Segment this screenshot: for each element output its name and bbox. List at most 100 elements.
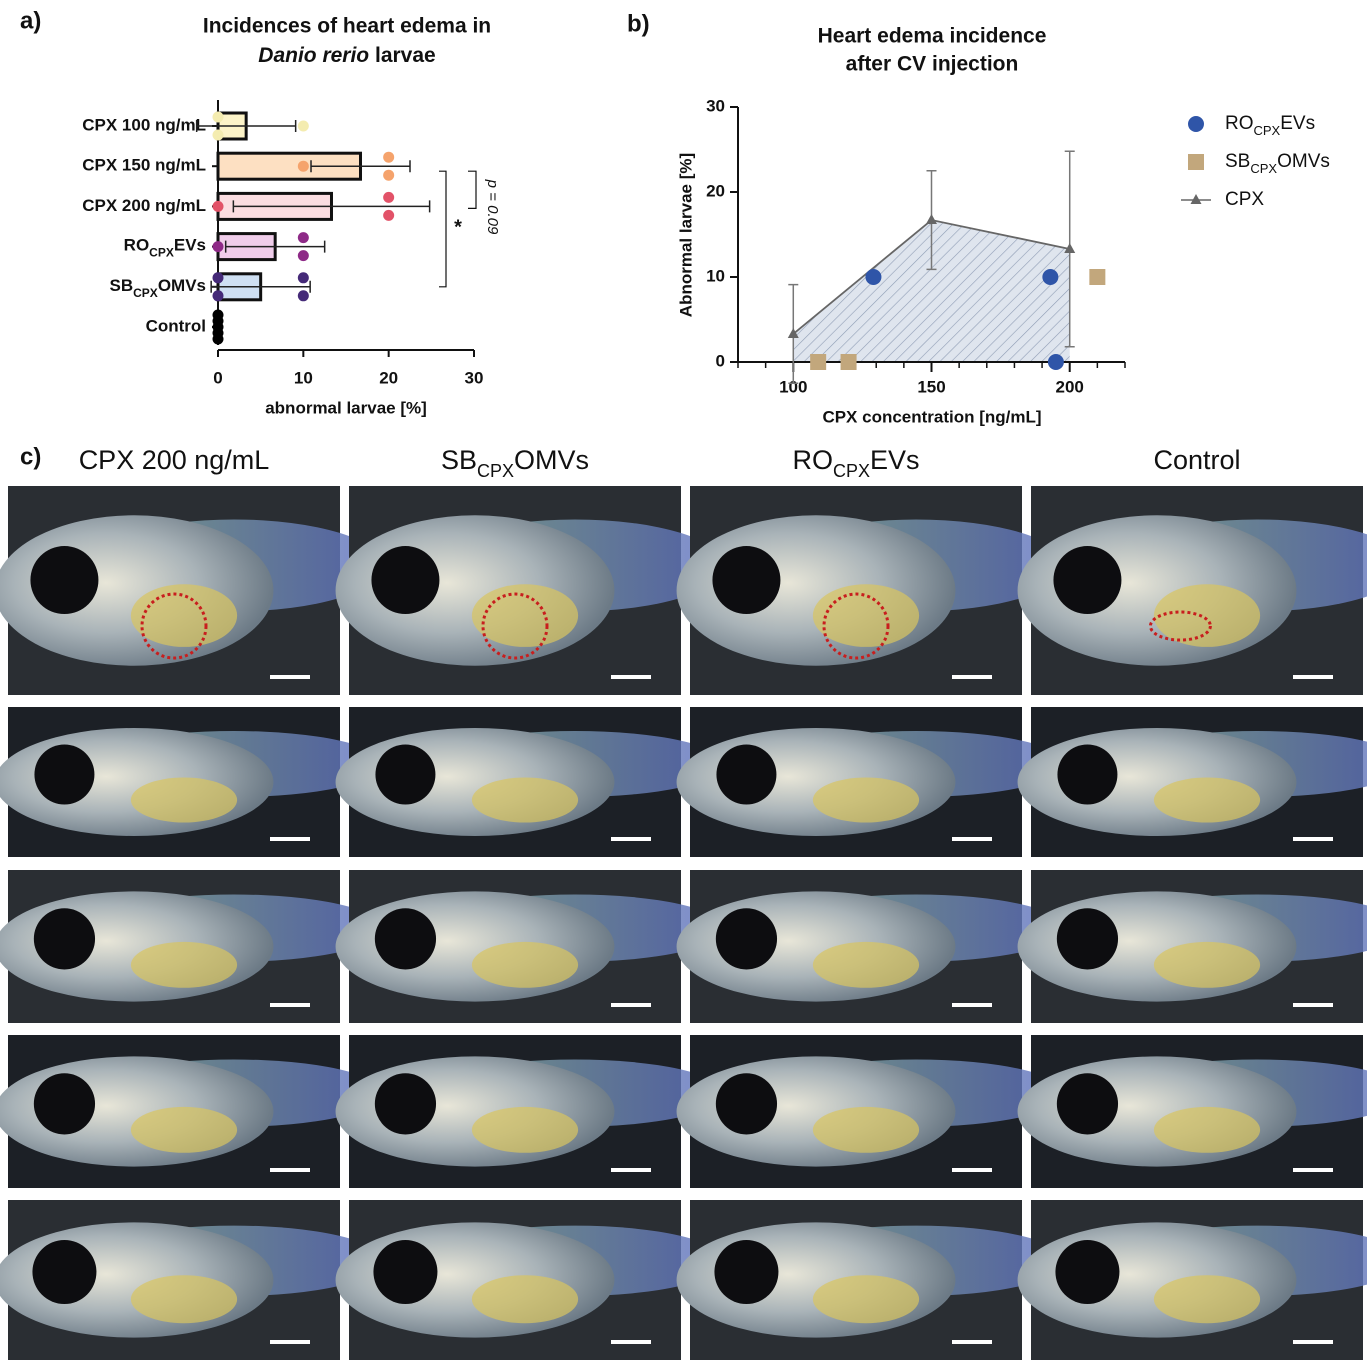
eye <box>375 744 436 805</box>
legend-marker <box>1188 116 1204 132</box>
data-point <box>383 169 395 181</box>
annotation: p = 0.09 <box>484 179 501 235</box>
chart-title: Heart edema incidence <box>818 25 1047 48</box>
scale-bar <box>270 1340 310 1344</box>
edema-outline <box>140 592 208 660</box>
y-tick-label-part: CPX <box>149 246 174 260</box>
yolk <box>471 584 579 647</box>
column-header: ROCPXEVs <box>792 445 919 481</box>
legend-label-part: CPX <box>1250 161 1277 176</box>
yolk <box>812 941 920 988</box>
photo <box>676 870 1066 1023</box>
yolk <box>130 1106 238 1153</box>
chart-title: after CV injection <box>846 53 1019 76</box>
photo <box>676 707 1066 857</box>
eye <box>712 546 781 615</box>
eye <box>374 1073 437 1135</box>
data-point <box>297 232 309 244</box>
legend-marker <box>1188 154 1204 170</box>
photo <box>0 1200 384 1360</box>
yolk <box>130 584 238 647</box>
data-point <box>926 214 937 225</box>
yolk <box>471 1106 579 1153</box>
error-bar <box>232 200 431 213</box>
scale-bar <box>611 1003 651 1007</box>
scale-bar <box>952 837 992 841</box>
eye <box>33 1073 96 1135</box>
scale-bar <box>952 675 992 679</box>
panel-label: b) <box>627 10 650 37</box>
eye <box>33 908 96 970</box>
x-tick-label: 10 <box>294 368 313 387</box>
x-axis-label: CPX concentration [ng/mL] <box>822 407 1041 426</box>
legend-label-part: CPX <box>1254 123 1281 138</box>
significance-bracket <box>468 170 477 209</box>
error-bar <box>310 160 411 173</box>
eye <box>1055 1240 1120 1304</box>
photo <box>335 707 725 857</box>
photo <box>0 1035 384 1188</box>
data-point <box>212 241 224 253</box>
yolk <box>812 1106 920 1153</box>
x-tick-label: 20 <box>379 368 398 387</box>
y-tick-label: 0 <box>716 351 725 370</box>
photo <box>1017 1200 1367 1360</box>
eye <box>1056 908 1119 970</box>
column-header-part: RO <box>792 445 833 475</box>
y-tick-label: CPX 100 ng/mL <box>82 115 206 134</box>
photo <box>1017 707 1367 857</box>
scale-bar <box>611 837 651 841</box>
y-tick-label-part: RO <box>124 236 150 255</box>
yolk <box>130 941 238 988</box>
data-point <box>810 354 827 370</box>
x-tick-label: 150 <box>917 377 945 396</box>
legend-label-part: EVs <box>1280 113 1315 134</box>
area <box>793 220 1070 362</box>
chart-title: Danio rerio larvae <box>258 44 435 67</box>
x-axis-label: abnormal larvae [%] <box>265 398 427 417</box>
legend-label-part: SB <box>1225 151 1250 172</box>
y-tick-label: ROCPXEVs <box>124 236 206 260</box>
scale-bar <box>952 1003 992 1007</box>
legend-label: SBCPXOMVs <box>1225 151 1330 176</box>
scale-bar <box>270 837 310 841</box>
photo <box>1017 486 1367 695</box>
data-point <box>212 111 224 123</box>
eye <box>716 744 777 805</box>
yolk <box>130 777 238 823</box>
data-point <box>383 191 395 203</box>
yolk <box>471 777 579 823</box>
scale-bar <box>611 1340 651 1344</box>
scale-bar <box>1293 675 1333 679</box>
yolk <box>471 1275 579 1324</box>
eye <box>1056 1073 1119 1135</box>
data-point <box>212 333 224 345</box>
eye <box>373 1240 438 1304</box>
chart-title-part: Danio rerio <box>258 44 369 67</box>
data-point <box>383 209 395 221</box>
column-header-part: CPX <box>833 461 870 481</box>
scale-bar <box>1293 1168 1333 1172</box>
legend-marker <box>1190 194 1202 204</box>
eye <box>34 744 95 805</box>
annotation: * <box>454 216 462 238</box>
data-point <box>297 272 309 284</box>
legend-label-part: OMVs <box>1277 151 1330 172</box>
edema-outline <box>481 592 549 660</box>
photo <box>676 1035 1066 1188</box>
error-bar <box>195 120 297 132</box>
scale-bar <box>1293 1340 1333 1344</box>
y-tick-label: SBCPXOMVs <box>110 276 207 300</box>
y-tick-label-part: SB <box>110 276 134 295</box>
column-header-part: SB <box>441 445 477 475</box>
x-tick-label: 30 <box>465 368 484 387</box>
yolk <box>1153 1275 1261 1324</box>
data-point <box>383 151 395 163</box>
data-point <box>212 200 224 212</box>
data-point <box>1047 354 1064 370</box>
chart-title: Incidences of heart edema in <box>203 15 491 38</box>
scale-bar <box>952 1168 992 1172</box>
photo <box>1017 1035 1367 1188</box>
photo <box>0 486 384 695</box>
